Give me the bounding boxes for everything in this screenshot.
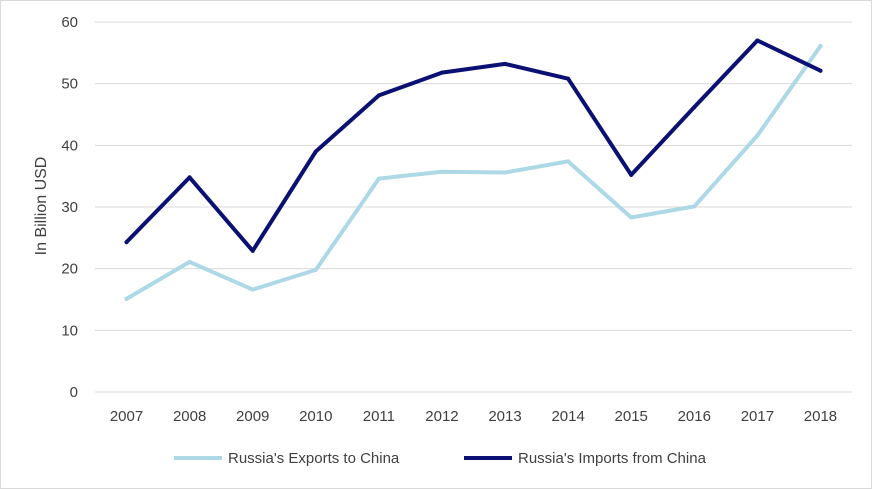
x-tick-label: 2015 (615, 408, 648, 425)
x-tick-label: 2010 (299, 408, 332, 425)
x-tick-label: 2011 (363, 408, 395, 425)
data-point (566, 76, 571, 81)
series-line-1 (124, 38, 823, 253)
data-point (818, 44, 823, 49)
series-line-0 (124, 44, 823, 301)
x-tick-label: 2014 (551, 408, 584, 425)
y-tick-label: 30 (61, 199, 78, 216)
data-point (503, 170, 508, 175)
data-point (187, 259, 192, 264)
x-axis-ticks: 2007 2008 2009 2010 2011 2012 2013 2014 2015 2016… (110, 408, 837, 425)
data-point (313, 149, 318, 154)
data-point (692, 204, 697, 209)
x-tick-label: 2008 (173, 408, 206, 425)
y-tick-label: 20 (61, 261, 78, 278)
data-point (566, 159, 571, 164)
x-tick-label: 2017 (741, 408, 774, 425)
data-point (124, 240, 129, 245)
data-point (503, 61, 508, 66)
data-point (629, 215, 634, 220)
x-tick-label: 2013 (488, 408, 521, 425)
data-point (629, 172, 634, 177)
data-point (250, 248, 255, 253)
x-tick-label: 2009 (236, 408, 269, 425)
data-point (187, 175, 192, 180)
y-tick-label: 40 (61, 137, 78, 154)
y-tick-label: 0 (70, 384, 78, 401)
data-point (818, 68, 823, 73)
y-tick-label: 60 (61, 14, 78, 31)
data-point (313, 267, 318, 272)
y-tick-label: 50 (61, 76, 78, 93)
data-point (250, 287, 255, 292)
x-tick-label: 2007 (110, 408, 143, 425)
data-point (439, 169, 444, 174)
data-point (376, 93, 381, 98)
data-point (439, 70, 444, 75)
series-lines (124, 38, 823, 301)
x-tick-label: 2012 (425, 408, 458, 425)
data-point (755, 38, 760, 43)
legend-label-1: Russia's Imports from China (518, 450, 707, 467)
legend-label-0: Russia's Exports to China (228, 450, 400, 467)
legend: Russia's Exports to China Russia's Import… (174, 450, 707, 467)
y-tick-label: 10 (61, 322, 78, 339)
gridlines (95, 21, 852, 393)
data-point (376, 176, 381, 181)
y-axis-ticks: 0 10 20 30 40 50 60 (61, 14, 78, 401)
data-point (124, 296, 129, 301)
data-point (755, 133, 760, 138)
data-point (692, 105, 697, 110)
y-axis-title: In Billion USD (33, 157, 50, 256)
x-tick-label: 2018 (804, 408, 837, 425)
x-tick-label: 2016 (678, 408, 711, 425)
